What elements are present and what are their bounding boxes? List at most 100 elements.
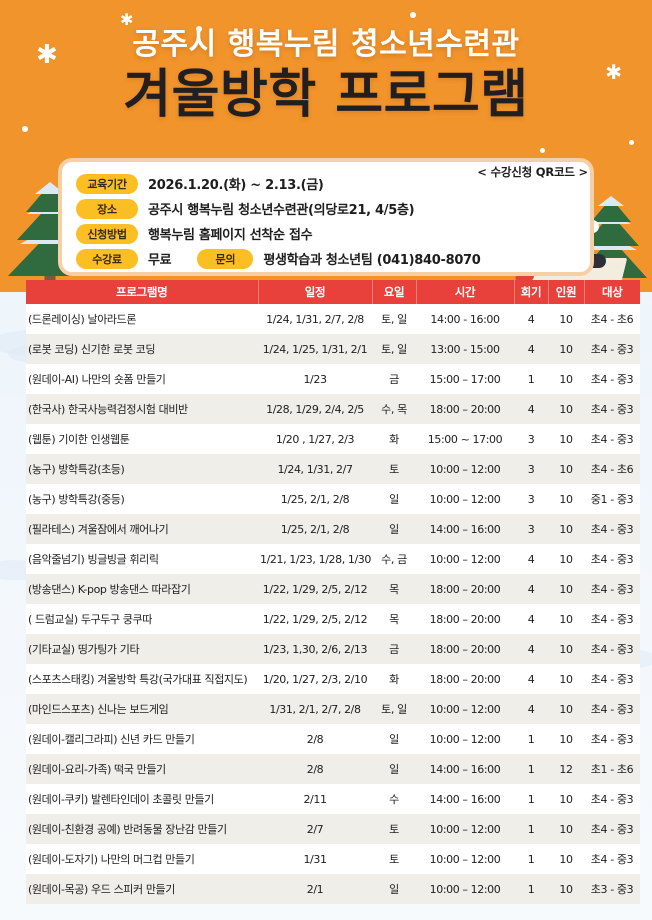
- program-time: 18:00 – 20:00: [429, 402, 501, 416]
- table-row: (웹툰) 기이한 인생웹툰 1/20 , 1/27, 2/3 화 15:00 ~ 17…: [26, 424, 640, 454]
- program-capacity: 10: [559, 432, 573, 446]
- program-time: 14:00 – 16:00: [429, 792, 501, 806]
- program-target: 초4 - 초6: [590, 313, 634, 326]
- info-row-place: 장소 공주시 행복누림 청소년수련관(의당로21, 4/5층): [76, 196, 576, 221]
- schedule-table-body: (드론레이싱) 날아라드론 1/24, 1/31, 2/7, 2/8 토, 일 14:…: [26, 304, 640, 904]
- program-capacity: 10: [559, 402, 573, 416]
- info-label-method: 신청방법: [76, 223, 138, 244]
- table-row: (드론레이싱) 날아라드론 1/24, 1/31, 2/7, 2/8 토, 일 14:…: [26, 304, 640, 334]
- program-day: 화: [389, 433, 399, 446]
- program-capacity: 10: [559, 792, 573, 806]
- program-sessions: 4: [527, 582, 535, 596]
- program-day: 금: [389, 643, 399, 656]
- program-target: 초3 - 중3: [590, 883, 634, 896]
- program-target: 초4 - 중3: [590, 403, 634, 416]
- program-sessions: 3: [527, 492, 535, 506]
- table-row: ( 드럼교실) 두구두구 쿵쿠따 1/22, 1/29, 2/5, 2/12 목 18…: [26, 604, 640, 634]
- table-row: (기타교실) 띵가팅가 기타 1/23, 1,30, 2/6, 2/13 금 18:0…: [26, 634, 640, 664]
- program-dates: 1/24, 1/25, 1/31, 2/1: [262, 342, 368, 356]
- program-capacity: 10: [559, 462, 573, 476]
- program-sessions: 4: [527, 612, 535, 626]
- program-target: 초4 - 중3: [590, 613, 634, 626]
- schedule-table-wrap: 프로그램명 일정 요일 시간 회기 인원 대상 (드론레이싱) 날아라드론 1/2…: [26, 280, 640, 904]
- program-day: 일: [389, 733, 399, 746]
- program-capacity: 10: [559, 312, 573, 326]
- table-row: (농구) 방학특강(중등) 1/25, 2/1, 2/8 일 10:00 – 12:0…: [26, 484, 640, 514]
- program-target: 중1 - 중3: [590, 493, 634, 506]
- program-target: 초4 - 중3: [590, 703, 634, 716]
- program-name: (필라테스) 겨울잠에서 깨어나기: [28, 523, 169, 536]
- program-time: 10:00 – 12:00: [429, 462, 501, 476]
- program-name: (원데이-쿠키) 발렌타인데이 초콜릿 만들기: [28, 793, 214, 806]
- star-icon: ✱: [605, 60, 622, 84]
- program-name: (원데이-친환경 공예) 반려동물 장난감 만들기: [28, 823, 227, 836]
- program-target: 초4 - 중3: [590, 733, 634, 746]
- program-day: 토: [389, 463, 399, 476]
- program-dates: 1/31, 2/1, 2/7, 2/8: [269, 702, 361, 716]
- table-header-row: 프로그램명 일정 요일 시간 회기 인원 대상: [26, 280, 640, 304]
- table-row: (원데이-목공) 우드 스피커 만들기 2/1 일 10:00 – 12:00 1 10 초…: [26, 874, 640, 904]
- program-name: (드론레이싱) 날아라드론: [28, 313, 137, 326]
- table-row: (농구) 방학특강(초등) 1/24, 1/31, 2/7 토 10:00 – 12:…: [26, 454, 640, 484]
- program-dates: 1/20, 1/27, 2/3, 2/10: [262, 672, 368, 686]
- info-row-fee: 수강료 무료 문의 평생학습과 청소년팀 (041)840-8070: [76, 246, 576, 271]
- program-capacity: 10: [559, 582, 573, 596]
- program-sessions: 1: [527, 822, 535, 836]
- cloud-decoration: [578, 648, 652, 670]
- program-time: 10:00 – 12:00: [429, 732, 501, 746]
- program-capacity: 10: [559, 822, 573, 836]
- program-day: 토, 일: [381, 313, 407, 326]
- program-dates: 1/24, 1/31, 2/7, 2/8: [266, 312, 364, 326]
- program-time: 10:00 – 12:00: [429, 492, 501, 506]
- program-dates: 1/25, 2/1, 2/8: [280, 492, 350, 506]
- program-time: 10:00 – 12:00: [429, 702, 501, 716]
- program-name: (원데이-요리-가족) 떡국 만들기: [28, 763, 166, 776]
- program-day: 일: [389, 523, 399, 536]
- program-capacity: 10: [559, 552, 573, 566]
- cloud-decoration: [8, 345, 63, 363]
- poster-subtitle: 공주시 행복누림 청소년수련관: [132, 27, 520, 62]
- info-label-fee: 수강료: [76, 248, 138, 269]
- column-header-time: 시간: [416, 280, 515, 304]
- program-dates: 2/11: [303, 792, 327, 806]
- program-capacity: 10: [559, 342, 573, 356]
- program-capacity: 10: [559, 672, 573, 686]
- program-day: 토: [389, 853, 399, 866]
- program-time: 14:00 - 16:00: [430, 312, 500, 326]
- dot-decoration: [629, 140, 634, 145]
- info-value-method: 행복누림 홈페이지 선착순 접수: [148, 228, 313, 243]
- program-sessions: 4: [527, 342, 535, 356]
- program-time: 18:00 – 20:00: [429, 612, 501, 626]
- table-row: (한국사) 한국사능력검정시험 대비반 1/28, 1/29, 2/4, 2/5 수…: [26, 394, 640, 424]
- program-sessions: 4: [527, 312, 535, 326]
- program-day: 일: [389, 763, 399, 776]
- program-day: 금: [389, 373, 399, 386]
- program-time: 10:00 – 12:00: [429, 882, 501, 896]
- program-dates: 1/31: [303, 852, 327, 866]
- program-day: 화: [389, 673, 399, 686]
- program-dates: 1/25, 2/1, 2/8: [280, 522, 350, 536]
- program-name: (농구) 방학특강(초등): [28, 463, 125, 476]
- info-row-period: 교육기간 2026.1.20.(화) ~ 2.13.(금): [76, 171, 576, 196]
- program-day: 목: [389, 583, 399, 596]
- table-row: (필라테스) 겨울잠에서 깨어나기 1/25, 2/1, 2/8 일 14:00 – …: [26, 514, 640, 544]
- program-day: 토, 일: [381, 703, 407, 716]
- star-icon: ✱: [120, 10, 134, 29]
- table-row: (원데이-친환경 공예) 반려동물 장난감 만들기 2/7 토 10:00 – 12:…: [26, 814, 640, 844]
- program-time: 14:00 – 16:00: [429, 522, 501, 536]
- program-target: 초4 - 중3: [590, 823, 634, 836]
- info-value-fee: 무료: [148, 253, 172, 268]
- program-name: (스포츠스태킹) 겨울방학 특강(국가대표 직접지도): [28, 673, 248, 686]
- table-row: (원데이-AI) 나만의 숏폼 만들기 1/23 금 15:00 – 17:00 1 10…: [26, 364, 640, 394]
- program-dates: 1/22, 1/29, 2/5, 2/12: [262, 582, 368, 596]
- info-label-place: 장소: [76, 198, 138, 219]
- column-header-dates: 일정: [258, 280, 373, 304]
- info-row-method: 신청방법 행복누림 홈페이지 선착순 접수: [76, 221, 576, 246]
- info-value-inquiry: 평생학습과 청소년팀 (041)840-8070: [263, 253, 481, 268]
- program-sessions: 4: [527, 672, 535, 686]
- program-sessions: 1: [527, 852, 535, 866]
- program-target: 초4 - 중3: [590, 853, 634, 866]
- program-target: 초4 - 중3: [590, 343, 634, 356]
- program-time: 18:00 – 20:00: [429, 642, 501, 656]
- program-target: 초4 - 중3: [590, 433, 634, 446]
